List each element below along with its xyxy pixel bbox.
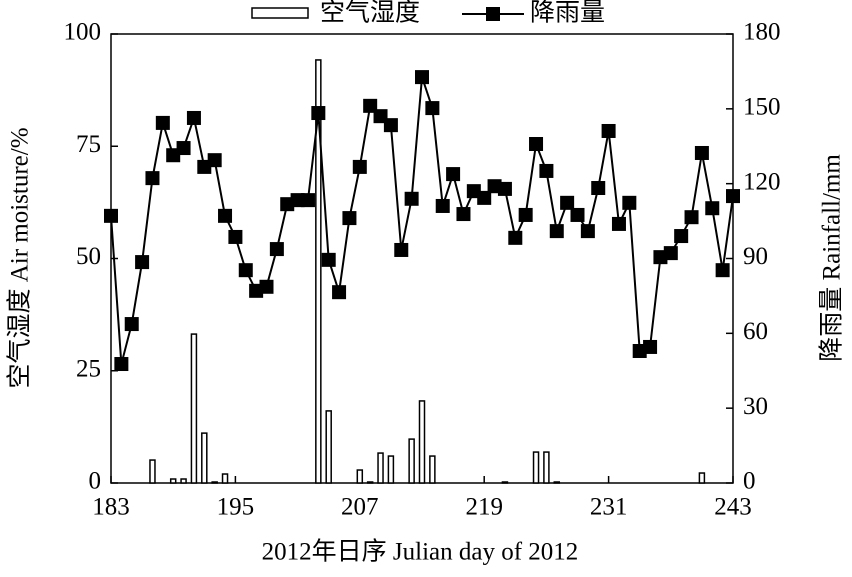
x-tick-label: 219	[465, 494, 503, 521]
bar	[211, 481, 218, 484]
marker	[446, 167, 461, 182]
marker	[570, 207, 585, 222]
bar	[553, 481, 561, 484]
marker	[518, 207, 533, 222]
marker	[104, 208, 118, 223]
bar	[387, 455, 395, 484]
y-tick-label: 50	[76, 243, 101, 270]
y2-tick-label: 180	[743, 19, 781, 46]
bar	[315, 59, 322, 484]
bar	[221, 473, 229, 484]
marker	[684, 210, 699, 225]
marker	[643, 339, 658, 354]
marker	[715, 263, 730, 278]
x-tick-label: 207	[341, 494, 379, 521]
bar	[418, 400, 426, 484]
marker	[580, 224, 595, 239]
marker	[300, 193, 315, 208]
bar	[190, 333, 198, 484]
x-tick-label: 243	[714, 494, 752, 521]
marker	[456, 207, 471, 222]
bar	[532, 451, 540, 484]
marker	[124, 317, 139, 332]
marker	[560, 195, 575, 210]
bar	[149, 459, 156, 484]
marker	[311, 106, 326, 121]
bar	[377, 452, 384, 484]
x-tick-label: 195	[217, 494, 255, 521]
legend-label: 降雨量	[530, 0, 605, 27]
marker	[404, 191, 419, 206]
marker	[394, 242, 409, 257]
y-tick-label: 75	[76, 131, 101, 158]
bar	[180, 478, 187, 484]
marker	[611, 216, 626, 231]
y2-tick-label: 120	[743, 168, 781, 195]
marker	[218, 208, 233, 223]
marker	[694, 145, 709, 160]
y-axis-label: 空气湿度 Air moisture/%	[6, 127, 34, 388]
marker	[539, 163, 554, 178]
marker	[674, 229, 689, 244]
marker	[342, 211, 357, 226]
marker	[383, 118, 398, 133]
marker	[705, 201, 720, 216]
bar	[201, 432, 208, 484]
marker	[425, 101, 440, 116]
marker	[508, 230, 523, 245]
y2-tick-label: 150	[743, 94, 781, 121]
legend-swatch	[251, 7, 309, 19]
bar	[325, 410, 332, 484]
marker	[135, 255, 150, 270]
marker	[332, 285, 347, 300]
marker	[726, 189, 740, 204]
bar	[169, 478, 177, 484]
bar	[698, 472, 706, 484]
bar	[366, 481, 374, 484]
marker	[186, 110, 201, 125]
marker	[601, 123, 616, 138]
marker	[269, 242, 284, 257]
marker	[622, 195, 637, 210]
line	[110, 76, 734, 365]
marker	[114, 357, 129, 372]
bar	[429, 455, 436, 484]
bar	[543, 451, 550, 484]
y2-tick-label: 30	[743, 393, 768, 420]
marker	[663, 246, 678, 261]
marker	[591, 181, 606, 196]
y-tick-label: 25	[76, 355, 101, 382]
y2-tick-label: 90	[743, 243, 768, 270]
y2-tick-label: 60	[743, 318, 768, 345]
marker	[321, 252, 336, 267]
x-tick-label: 183	[92, 494, 130, 521]
marker	[207, 153, 222, 168]
y2-tick-label: 0	[743, 468, 756, 495]
legend-swatch	[486, 7, 500, 21]
marker	[145, 171, 160, 186]
marker	[477, 190, 492, 205]
bar	[501, 481, 509, 484]
marker	[352, 159, 367, 174]
y2-axis-label: 降雨量 Rainfall/mm	[818, 154, 846, 362]
bar	[408, 438, 415, 484]
x-axis-label: 2012年日序 Julian day of 2012	[262, 538, 579, 566]
marker	[176, 141, 191, 156]
marker	[415, 70, 429, 85]
bar	[356, 469, 364, 484]
y-tick-label: 0	[89, 468, 102, 495]
marker	[549, 224, 564, 239]
y-tick-label: 100	[64, 19, 102, 46]
legend-label: 空气湿度	[320, 0, 420, 27]
marker	[497, 181, 512, 196]
marker	[155, 115, 170, 130]
marker	[238, 263, 253, 278]
marker	[529, 137, 544, 152]
x-tick-label: 231	[590, 494, 628, 521]
marker	[435, 198, 450, 213]
marker	[259, 279, 274, 294]
marker	[228, 229, 243, 244]
